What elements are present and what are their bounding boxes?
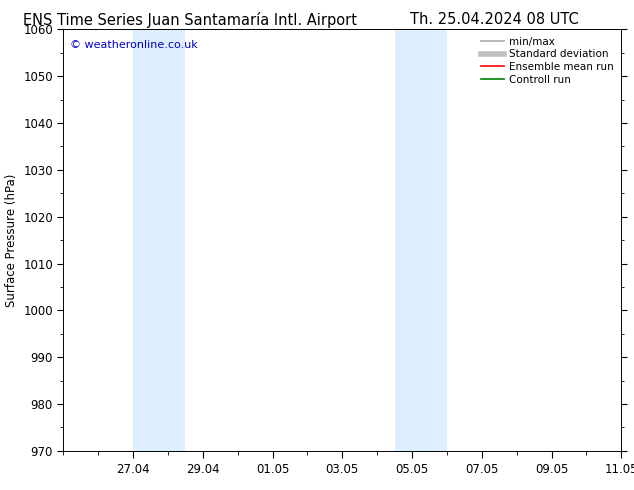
Text: © weatheronline.co.uk: © weatheronline.co.uk — [70, 40, 198, 50]
Y-axis label: Surface Pressure (hPa): Surface Pressure (hPa) — [4, 173, 18, 307]
Bar — [394, 29, 447, 451]
Text: Th. 25.04.2024 08 UTC: Th. 25.04.2024 08 UTC — [410, 12, 579, 27]
Bar — [133, 29, 185, 451]
Text: ENS Time Series Juan Santamaría Intl. Airport: ENS Time Series Juan Santamaría Intl. Ai… — [23, 12, 357, 28]
Legend: min/max, Standard deviation, Ensemble mean run, Controll run: min/max, Standard deviation, Ensemble me… — [479, 35, 616, 87]
